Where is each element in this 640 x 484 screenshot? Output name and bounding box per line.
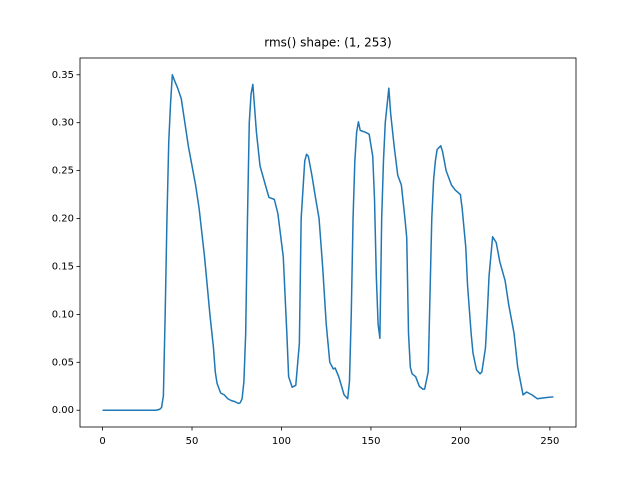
x-tick-label: 200 [451, 436, 470, 447]
x-tick-label: 100 [272, 436, 291, 447]
y-tick-label: 0.15 [52, 261, 74, 272]
y-tick-label: 0.30 [52, 118, 74, 129]
x-tick-label: 50 [186, 436, 199, 447]
x-tick-label: 250 [540, 436, 559, 447]
y-tick-label: 0.00 [52, 405, 74, 416]
chart-title: rms() shape: (1, 253) [264, 36, 391, 50]
y-tick-label: 0.35 [52, 70, 74, 81]
y-tick-label: 0.25 [52, 166, 74, 177]
y-tick-label: 0.10 [52, 309, 74, 320]
line-series [102, 74, 554, 411]
y-tick-label: 0.20 [52, 214, 74, 225]
plot-frame [79, 57, 577, 428]
x-tick-label: 150 [361, 436, 380, 447]
x-tick-label: 0 [99, 436, 105, 447]
y-tick-label: 0.05 [52, 357, 74, 368]
